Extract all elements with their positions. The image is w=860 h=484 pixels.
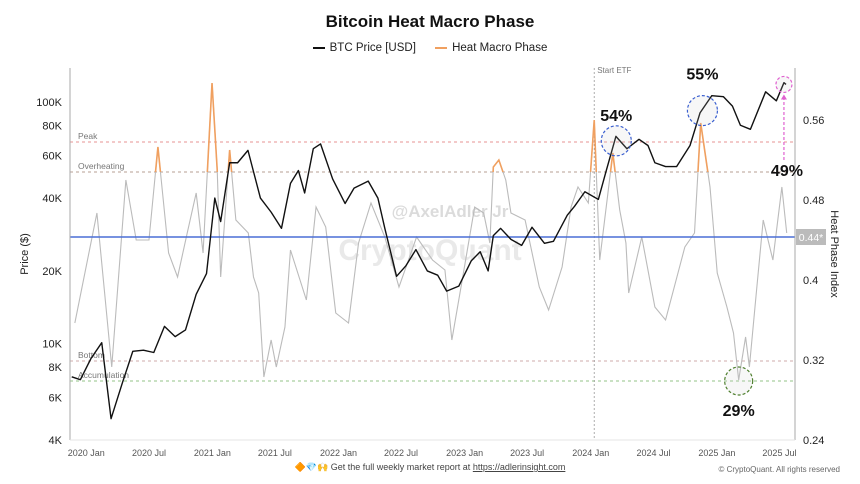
threshold-label-accumulation: Accumulation	[78, 370, 129, 380]
legend: BTC Price [USD] Heat Macro Phase	[0, 40, 860, 54]
x-tick-label: 2024 Jul	[636, 448, 670, 458]
current-value-label: 0.44*	[799, 232, 824, 244]
x-tick-label: 2022 Jan	[320, 448, 357, 458]
y-left-tick-label: 8K	[49, 362, 63, 374]
y-right-tick-label: 0.32	[803, 355, 824, 367]
annotation-label-29: 29%	[723, 403, 755, 420]
y-right-tick-label: 0.56	[803, 115, 824, 127]
annotation-label-54: 54%	[600, 108, 632, 125]
legend-swatch-heat	[435, 47, 448, 49]
y-left-tick-label: 100K	[36, 97, 62, 109]
x-tick-label: 2020 Jan	[68, 448, 105, 458]
x-tick-label: 2023 Jan	[446, 448, 483, 458]
footer-emojis: 🔶💎🙌	[294, 462, 329, 472]
annotation-label-55: 55%	[686, 67, 718, 84]
legend-item-heat-phase[interactable]: Heat Macro Phase	[435, 42, 547, 54]
watermark-cryptoquant: CryptoQuant	[338, 234, 521, 267]
x-tick-label: 2022 Jul	[384, 448, 418, 458]
x-tick-label: 2021 Jan	[194, 448, 231, 458]
legend-label-heat: Heat Macro Phase	[452, 42, 548, 54]
heat-phase-overheat-segments	[154, 82, 709, 172]
btc-price-line	[71, 81, 787, 420]
x-tick-label: 2021 Jul	[258, 448, 292, 458]
chart-title: Bitcoin Heat Macro Phase	[325, 12, 535, 31]
y-left-tick-label: 40K	[42, 193, 62, 205]
threshold-label-peak: Peak	[78, 131, 98, 141]
legend-label-btc: BTC Price [USD]	[329, 42, 416, 54]
x-tick-label: 2020 Jul	[132, 448, 166, 458]
y-right-tick-label: 0.48	[803, 195, 824, 207]
watermark-author: @AxelAdler Jr	[392, 202, 509, 221]
threshold-label-overheating: Overheating	[78, 161, 125, 171]
y-left-tick-label: 4K	[49, 435, 63, 447]
x-tick-label: 2025 Jul	[762, 448, 796, 458]
annotation-circle-55	[686, 94, 719, 127]
event-label-etf: Start ETF	[597, 66, 631, 75]
y-right-tick-label: 0.4	[803, 275, 818, 287]
y-right-axis-title: Heat Phase Index	[828, 210, 840, 298]
y-left-tick-label: 60K	[42, 151, 62, 163]
annotation-circle-29	[724, 366, 754, 396]
arrow-head-icon	[780, 94, 787, 100]
footer-text: Get the full weekly market report at	[330, 462, 471, 472]
copyright: © CryptoQuant. All rights reserved	[718, 465, 841, 474]
annotation-circle-49	[775, 75, 793, 94]
y-left-axis-title: Price ($)	[19, 233, 31, 275]
x-tick-label: 2023 Jul	[510, 448, 544, 458]
legend-swatch-btc	[312, 47, 325, 49]
y-left-tick-label: 6K	[49, 392, 63, 404]
y-left-tick-label: 10K	[42, 339, 62, 351]
threshold-label-bottom: Bottom	[78, 350, 105, 360]
heat-phase-line	[74, 82, 788, 381]
current-value-badge	[796, 229, 826, 245]
footer-link[interactable]: https://adlerinsight.com	[472, 462, 566, 472]
annotation-circle-54	[600, 125, 632, 157]
y-left-tick-label: 80K	[42, 120, 62, 132]
footer: 🔶💎🙌 Get the full weekly market report at…	[0, 462, 860, 473]
y-right-tick-label: 0.24	[803, 435, 824, 447]
y-left-tick-label: 20K	[42, 266, 62, 278]
annotation-label-49: 49%	[771, 163, 803, 180]
x-tick-label: 2024 Jan	[572, 448, 609, 458]
legend-item-btc-price[interactable]: BTC Price [USD]	[312, 42, 416, 54]
x-tick-label: 2025 Jan	[698, 448, 735, 458]
